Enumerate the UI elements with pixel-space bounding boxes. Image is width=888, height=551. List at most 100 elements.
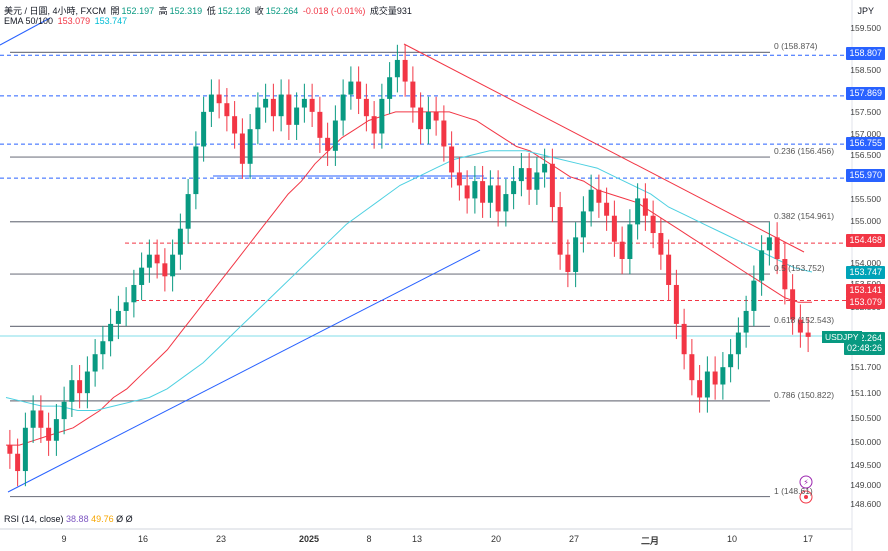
price-badge: 157.869 <box>846 87 885 100</box>
candle-body <box>100 341 106 355</box>
candle-body <box>619 241 625 259</box>
price-axis-label: 155.000 <box>850 216 881 226</box>
candle-body <box>425 111 431 130</box>
candle-body <box>441 120 447 147</box>
candle-body <box>170 254 176 277</box>
high-value: 152.319 <box>169 6 203 16</box>
candle-body <box>728 354 734 368</box>
price-badge: 153.747 <box>846 266 885 279</box>
ema-legend[interactable]: EMA 50/100 153.079 153.747 <box>4 16 129 26</box>
price-axis-label: 151.700 <box>850 362 881 372</box>
candle-body <box>588 189 594 212</box>
candle-body <box>177 228 183 255</box>
trendline-top <box>0 17 51 46</box>
symbol-name[interactable]: 美元 / 日圓, 4小時, FXCM <box>4 6 107 16</box>
time-axis-label: 16 <box>137 534 149 544</box>
candle-body <box>487 185 493 203</box>
event-marker-icon[interactable] <box>799 490 813 504</box>
candle-body <box>472 181 478 199</box>
time-axis-label: 10 <box>726 534 738 544</box>
candle-body <box>627 224 633 259</box>
candle-body <box>325 137 331 151</box>
candle-body <box>410 81 416 108</box>
candle-body <box>666 254 672 285</box>
candle-body <box>596 189 602 203</box>
trendlines <box>0 17 805 493</box>
candle-body <box>146 254 152 268</box>
ema50-line <box>6 111 812 446</box>
ema-lines <box>5 111 813 446</box>
candle-body <box>348 81 354 95</box>
candle-body <box>782 259 788 290</box>
price-axis-label: 149.000 <box>850 480 881 490</box>
candle-body <box>642 198 648 216</box>
time-axis-label: 13 <box>411 534 423 544</box>
fib-label: 0 (158.874) <box>774 41 818 52</box>
candle-body <box>154 254 160 264</box>
time-axis-label: 23 <box>215 534 227 544</box>
rsi-value: 38.88 <box>66 514 89 524</box>
close-label: 收 <box>254 6 264 16</box>
ema50-value: 153.079 <box>57 16 91 26</box>
candle-body <box>464 185 470 199</box>
candle-body <box>433 111 439 121</box>
candle-body <box>216 94 222 104</box>
high-label: 高 <box>158 6 168 16</box>
fib-label: 0.786 (150.822) <box>774 389 835 400</box>
candle-body <box>573 237 579 272</box>
candle-body <box>332 120 338 151</box>
candle-body <box>542 163 548 173</box>
candle-body <box>394 59 400 78</box>
candle-body <box>650 215 656 234</box>
candle-body <box>534 172 540 190</box>
candle-body <box>201 111 207 147</box>
candle-body <box>69 380 75 402</box>
candle-body <box>77 380 83 394</box>
open-value: 152.197 <box>121 6 155 16</box>
candle-body <box>681 323 687 355</box>
horizontal-levels <box>0 54 852 302</box>
low-label: 低 <box>206 6 216 16</box>
price-axis-label: 149.500 <box>850 460 881 470</box>
candle-body <box>53 419 59 441</box>
candle-body <box>294 107 300 125</box>
fibonacci-lines <box>0 51 852 498</box>
candle-body <box>232 116 238 134</box>
candle-body <box>503 194 509 212</box>
candle-body <box>480 181 486 203</box>
lightning-event-icon[interactable] <box>799 475 813 489</box>
candle-body <box>115 310 121 324</box>
symbol-header: 美元 / 日圓, 4小時, FXCM 開 152.197 高 152.319 低 15… <box>4 4 414 17</box>
price-badge: 02:48:26 <box>843 342 885 355</box>
candle-body <box>704 371 710 398</box>
price-badge: 158.807 <box>846 47 885 60</box>
rsi-empty-2: Ø <box>125 514 133 524</box>
change-value: -0.018 (-0.01%) <box>302 6 366 16</box>
volume-value: 成交量931 <box>369 6 412 16</box>
candle-body <box>193 146 199 195</box>
price-axis-label: 148.600 <box>850 499 881 509</box>
price-axis-label: 156.500 <box>850 150 881 160</box>
candle-body <box>84 371 90 394</box>
time-axis-label: 8 <box>366 534 372 544</box>
fib-label: 0.5 (153.752) <box>774 263 825 274</box>
candle-body <box>557 207 563 255</box>
rsi-legend[interactable]: RSI (14, close) 38.88 49.76 Ø Ø <box>4 514 133 524</box>
rsi-empty-1: Ø <box>116 514 124 524</box>
rsi-label: RSI (14, close) <box>4 514 64 524</box>
price-badge: 155.970 <box>846 169 885 182</box>
candle-body <box>317 111 323 138</box>
price-axis-label: 151.100 <box>850 388 881 398</box>
price-axis-label: 157.000 <box>850 129 881 139</box>
candle-body <box>456 172 462 186</box>
candle-body <box>270 98 276 117</box>
price-axis-label: 157.500 <box>850 107 881 117</box>
candle-body <box>518 168 524 182</box>
candle-body <box>735 332 741 355</box>
candle-body <box>340 94 346 121</box>
price-axis-label: 150.000 <box>850 437 881 447</box>
ema100-value: 153.747 <box>94 16 128 26</box>
candle-body <box>635 198 641 225</box>
candle-body <box>774 237 780 259</box>
